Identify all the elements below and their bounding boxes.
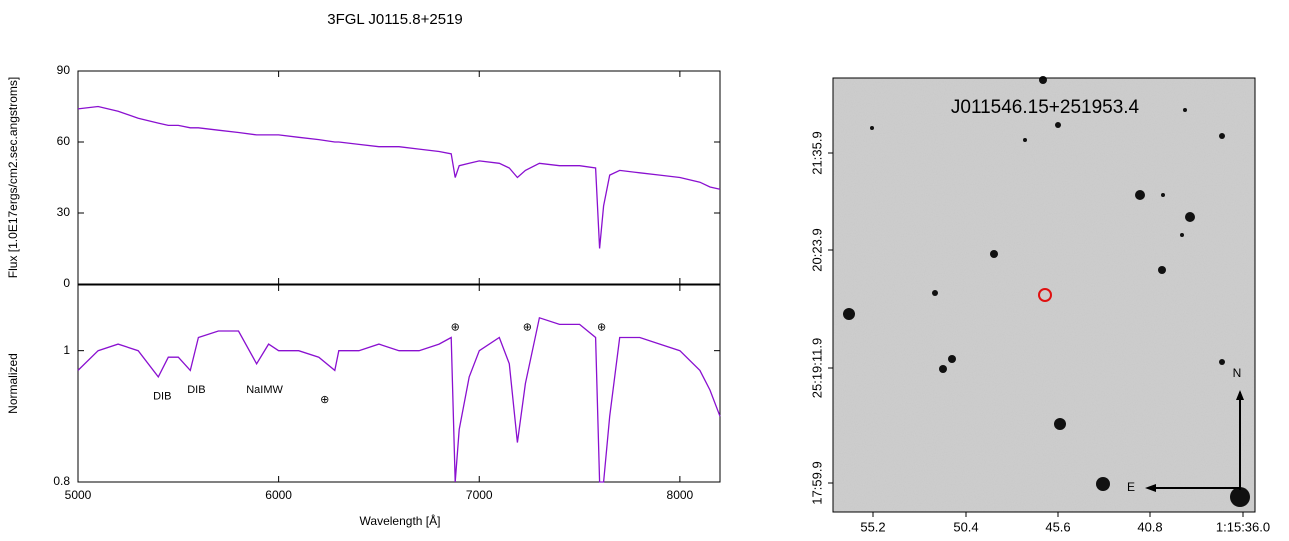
star [1185, 212, 1195, 222]
y-tick-label: 1 [63, 343, 70, 357]
star [1055, 122, 1061, 128]
plot-frame [77, 284, 721, 483]
annotation: NaIMW [246, 384, 283, 396]
x-tick-label: 55.2 [860, 519, 885, 534]
x-tick-label: 8000 [667, 488, 694, 502]
target-marker [1038, 288, 1052, 302]
y-tick-label: 60 [57, 134, 71, 148]
star [948, 355, 956, 363]
y-tick-label: 0 [63, 276, 70, 290]
y-tick-label: 25:19:11.9 [809, 338, 824, 398]
y-tick-label: 0.8 [53, 474, 70, 488]
star [1230, 487, 1250, 507]
x-tick-label: 40.8 [1137, 519, 1162, 534]
star [1219, 133, 1225, 139]
annotation: ⊕ [451, 322, 460, 334]
star [932, 290, 938, 296]
y-axis-label: Flux [1.0E17ergs/cm2.sec.angstroms] [6, 77, 20, 278]
star [990, 250, 998, 258]
x-tick-label: 45.6 [1045, 519, 1070, 534]
compass-head [1145, 484, 1156, 492]
star [1096, 477, 1110, 491]
y-tick-label: 30 [57, 205, 71, 219]
star [1135, 190, 1145, 200]
compass-label: N [1233, 366, 1242, 380]
annotation: DIB [187, 384, 205, 396]
annotation: DIB [153, 391, 171, 403]
star [1161, 193, 1165, 197]
star [1158, 266, 1166, 274]
annotation: ⊕ [320, 394, 329, 406]
star [1180, 233, 1184, 237]
star [1219, 359, 1225, 365]
annotation: ⊕ [597, 322, 606, 334]
star [1039, 76, 1047, 84]
star [939, 365, 947, 373]
y-tick-label: 90 [57, 63, 71, 77]
x-tick-label: 6000 [265, 488, 292, 502]
y-tick-label: 20:23.9 [809, 228, 824, 271]
sky-noise [833, 78, 1255, 512]
star [870, 126, 874, 130]
image-frame [832, 77, 1256, 513]
star [1054, 418, 1066, 430]
plot-frame [77, 70, 721, 285]
y-tick-label: 17:59.9 [809, 461, 824, 504]
annotation: ⊕ [523, 322, 532, 334]
compass-head [1236, 390, 1244, 400]
y-tick-label: 21:35.9 [809, 131, 824, 174]
x-axis-label: Wavelength [Å] [360, 513, 441, 528]
spectrum-line [77, 316, 721, 483]
spectrum-line [77, 105, 721, 249]
compass-label: E [1127, 480, 1135, 494]
star [843, 308, 855, 320]
x-tick-label: 5000 [65, 488, 92, 502]
x-tick-label: 50.4 [953, 519, 978, 534]
x-tick-label: 1:15:36.0 [1216, 519, 1270, 534]
x-tick-label: 7000 [466, 488, 493, 502]
y-axis-label: Normalized [6, 353, 20, 414]
image-title: J011546.15+251953.4 [951, 97, 1140, 118]
star [1023, 138, 1027, 142]
star [1183, 108, 1187, 112]
chart-title: 3FGL J0115.8+2519 [327, 11, 463, 28]
